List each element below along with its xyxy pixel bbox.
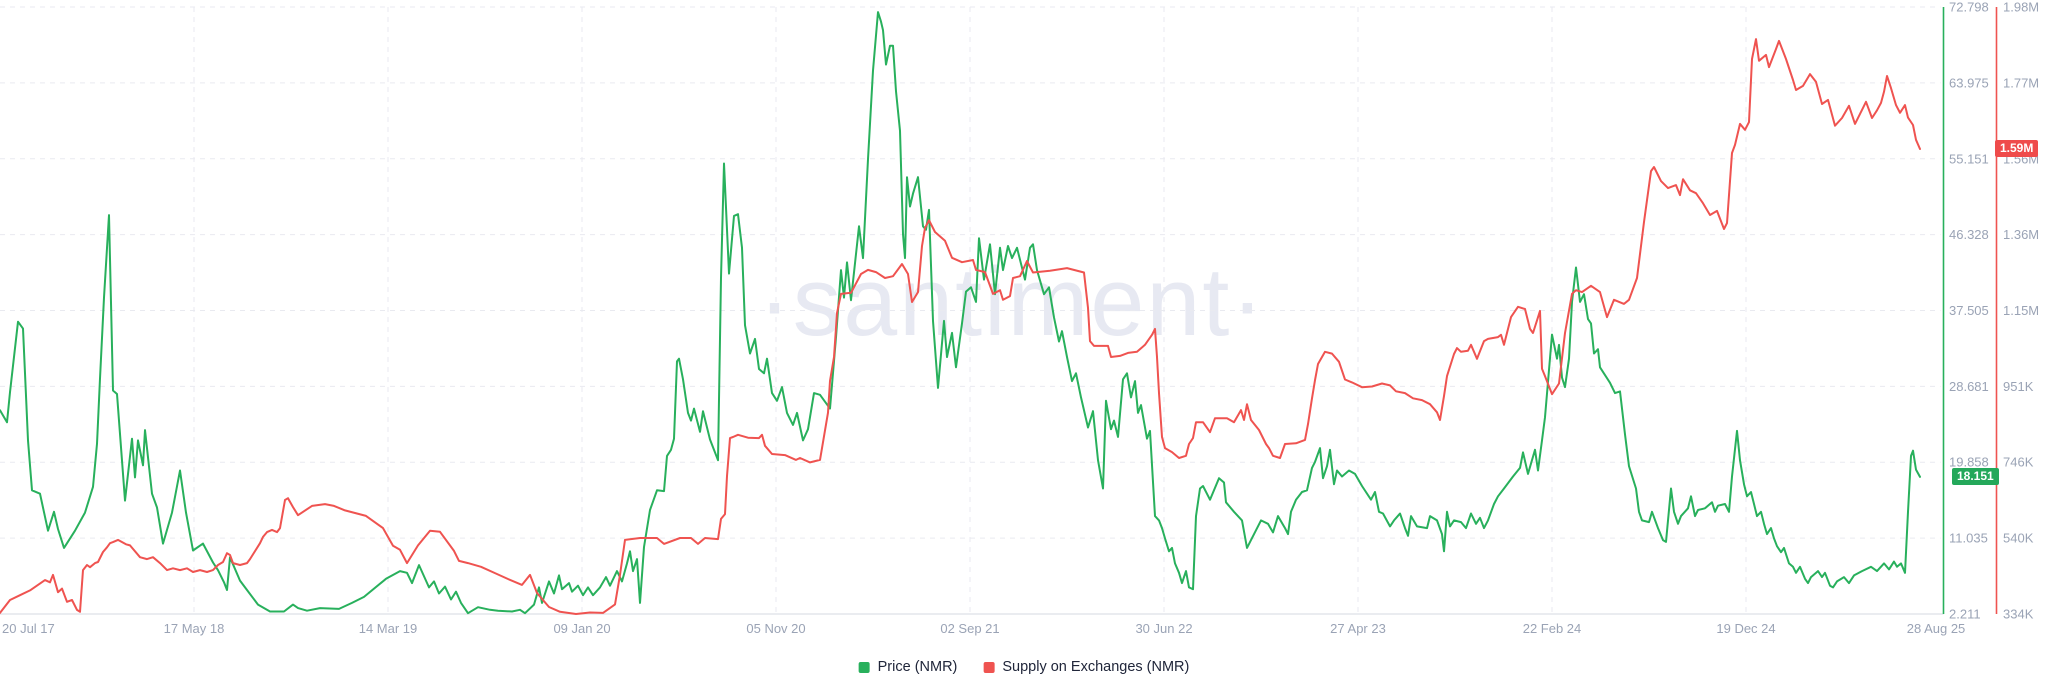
legend: Price (NMR) Supply on Exchanges (NMR) [858, 659, 1189, 675]
santiment-watermark: ·santiment· [758, 247, 1266, 356]
price-series-line [0, 11, 1921, 615]
price-axis-tick-label: 46.328 [1949, 227, 1989, 242]
price-axis-tick-label: 2.211 [1949, 607, 1981, 622]
supply-series-line [0, 38, 1921, 615]
supply-axis-tick-label: 334K [2003, 607, 2034, 622]
x-axis-date-label: 09 Jan 20 [553, 621, 611, 636]
supply-axis-tick-label: 1.77M [2003, 75, 2039, 90]
x-axis-date-label: 28 Aug 25 [1906, 621, 1966, 636]
x-axis-date-label: 05 Nov 20 [746, 621, 806, 636]
x-axis-date-label: 20 Jul 17 [2, 621, 55, 636]
price-axis-tick-label: 28.681 [1949, 379, 1989, 394]
supply-series-swatch-icon [983, 661, 995, 673]
price-axis-tick-label: 19.858 [1949, 455, 1989, 470]
price-current-value-badge: 18.151 [1952, 468, 1999, 486]
x-axis-date-label: 19 Dec 24 [1716, 621, 1776, 636]
legend-label-price: Price (NMR) [877, 659, 958, 675]
price-axis-tick-label: 37.505 [1949, 303, 1989, 318]
x-axis-date-label: 27 Apr 23 [1330, 621, 1386, 636]
x-axis-date-label: 17 May 18 [163, 621, 225, 636]
price-axis-tick-label: 55.151 [1949, 151, 1989, 166]
supply-axis-tick-label: 1.36M [2003, 227, 2039, 242]
legend-item-supply[interactable]: Supply on Exchanges (NMR) [983, 659, 1189, 675]
x-axis-date-label: 02 Sep 21 [940, 621, 1000, 636]
legend-item-price[interactable]: Price (NMR) [858, 659, 958, 675]
supply-axis-tick-label: 951K [2003, 379, 2034, 394]
price-axis-tick-label: 11.035 [1949, 531, 1988, 546]
supply-current-value-badge: 1.59M [1995, 140, 2039, 158]
legend-label-supply: Supply on Exchanges (NMR) [1002, 659, 1190, 675]
supply-axis-tick-label: 1.98M [2003, 0, 2039, 15]
supply-axis-tick-label: 746K [2003, 455, 2034, 470]
supply-axis-tick-label: 540K [2003, 531, 2034, 546]
x-axis-date-label: 30 Jun 22 [1135, 621, 1193, 636]
price-axis-tick-label: 63.975 [1949, 75, 1989, 90]
x-axis-date-label: 14 Mar 19 [358, 621, 418, 636]
price-axis-tick-label: 72.798 [1949, 0, 1989, 15]
supply-axis-tick-label: 1.15M [2003, 303, 2039, 318]
x-axis-date-label: 22 Feb 24 [1522, 621, 1582, 636]
price-series-swatch-icon [858, 661, 870, 673]
